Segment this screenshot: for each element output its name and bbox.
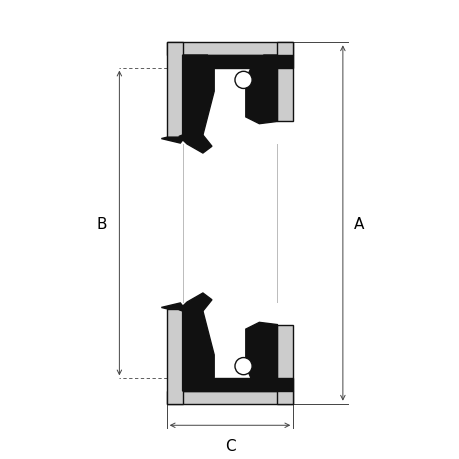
Polygon shape	[161, 138, 185, 144]
Text: A: A	[353, 216, 364, 231]
Polygon shape	[182, 56, 214, 138]
Text: C: C	[224, 438, 235, 453]
Bar	[167, 43, 182, 138]
Polygon shape	[245, 56, 277, 124]
Polygon shape	[182, 379, 292, 391]
Polygon shape	[179, 136, 212, 154]
Circle shape	[235, 72, 252, 89]
Polygon shape	[161, 303, 185, 309]
Bar	[167, 309, 182, 404]
Bar	[167, 43, 292, 56]
Polygon shape	[182, 56, 292, 68]
Text: B: B	[96, 216, 106, 231]
Circle shape	[235, 358, 252, 375]
Polygon shape	[179, 293, 212, 311]
Polygon shape	[182, 309, 214, 391]
Bar	[277, 325, 292, 404]
Bar	[277, 43, 292, 122]
Polygon shape	[245, 323, 277, 391]
Bar	[167, 391, 292, 404]
